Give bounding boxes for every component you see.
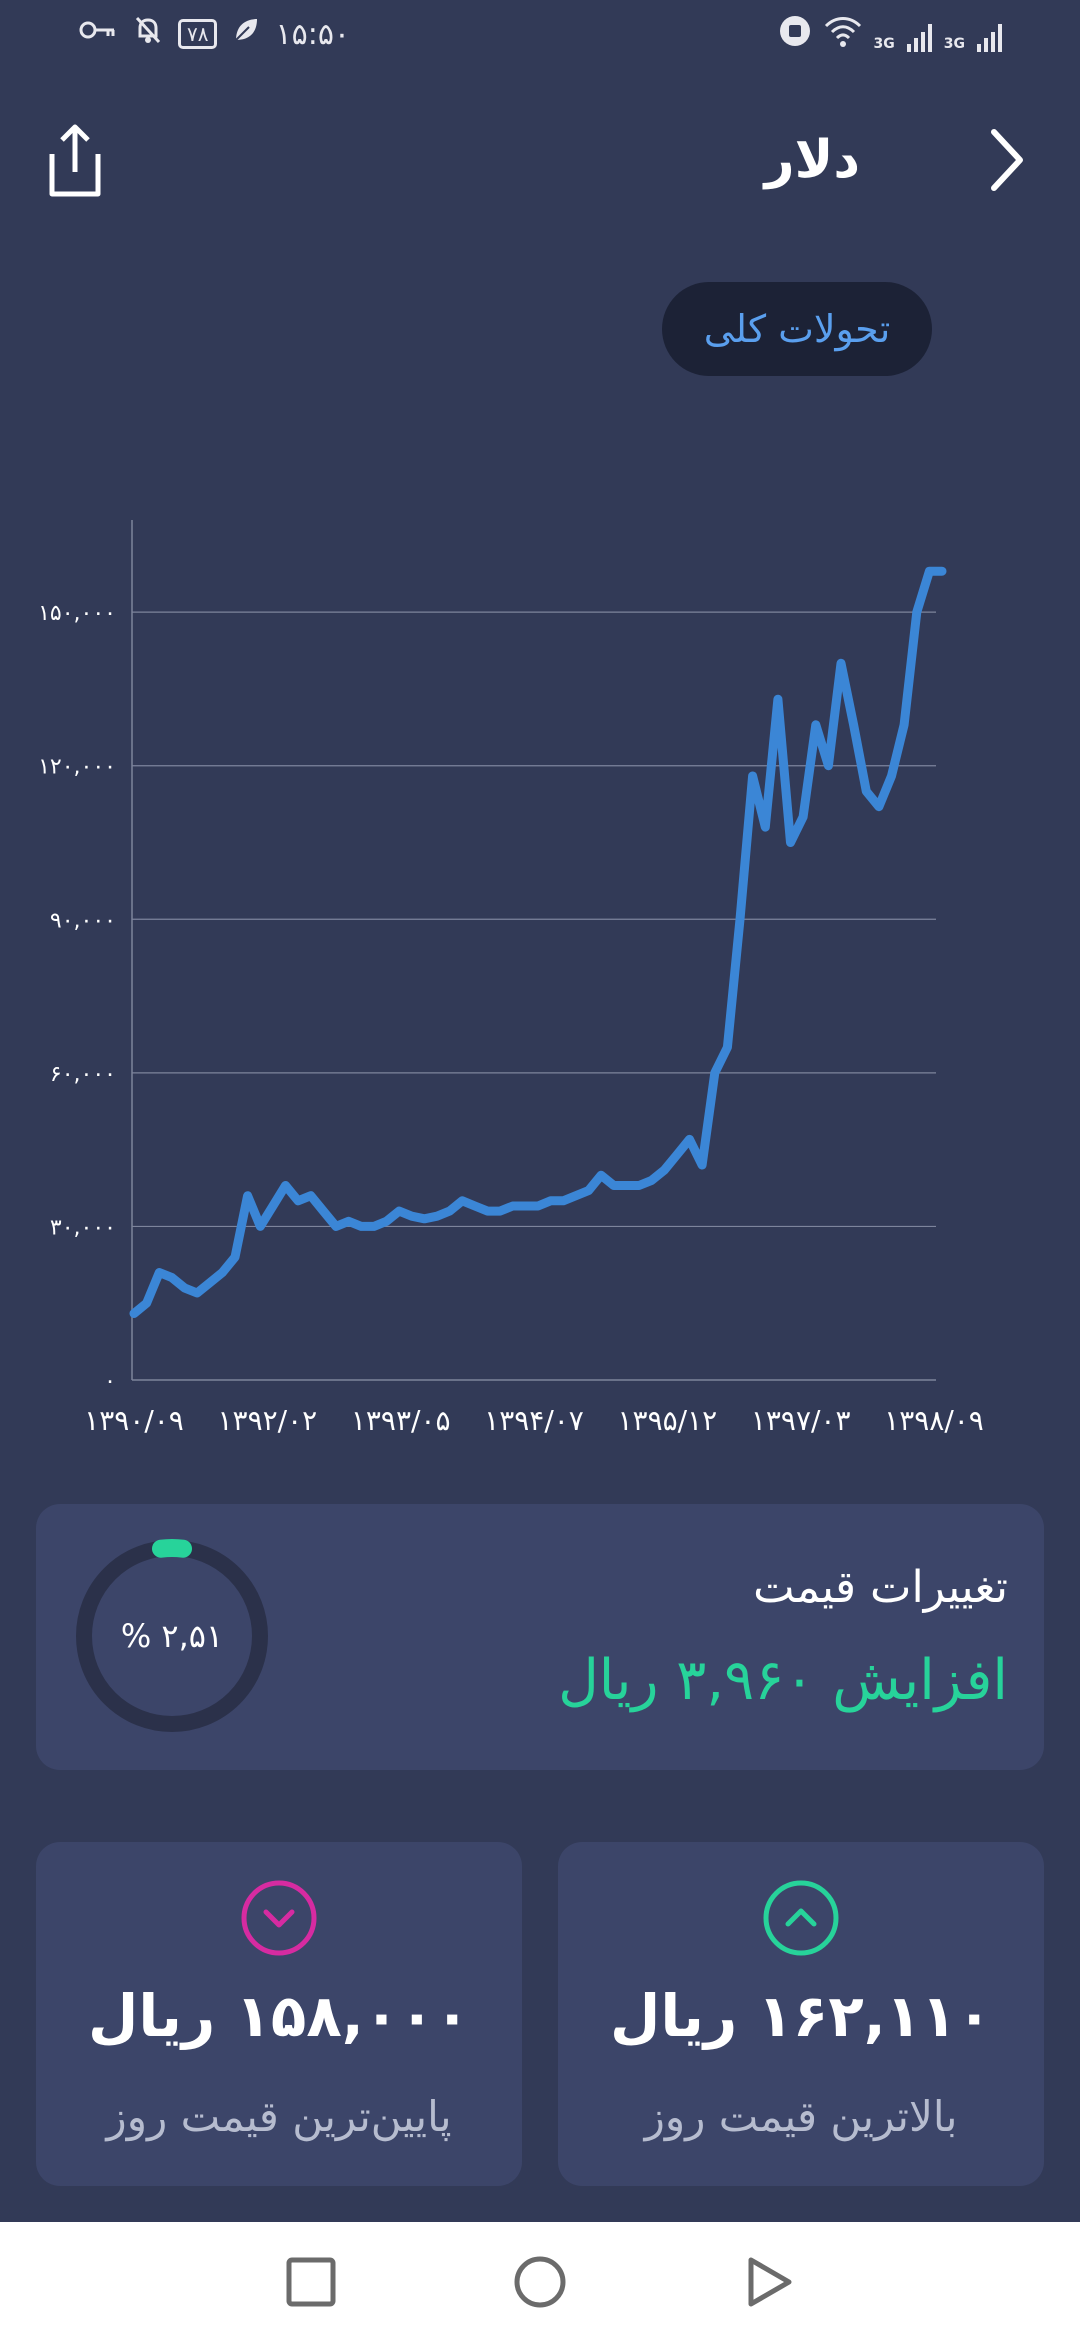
status-bar: ۱۵:۵۰ ۷۸ 3G 3G bbox=[0, 0, 1080, 72]
x-tick-label: ۱۳۹۷/۰۳ bbox=[751, 1404, 851, 1437]
day-high-card: ۱۶۲,۱۱۰ ریال بالاترین قیمت روز bbox=[558, 1842, 1044, 2186]
y-tick-label: ۰ bbox=[104, 1369, 116, 1394]
app-header: دلار bbox=[0, 110, 1080, 210]
x-tick-label: ۱۳۹۸/۰۹ bbox=[884, 1404, 984, 1437]
day-low-value: ۱۵۸,۰۰۰ ریال bbox=[88, 1982, 470, 2050]
status-right: 3G 3G bbox=[778, 14, 1002, 52]
x-tick-label: ۱۳۹۲/۰۲ bbox=[217, 1404, 317, 1437]
x-tick-label: ۱۳۹۵/۱۲ bbox=[617, 1404, 717, 1437]
wifi-icon bbox=[824, 16, 862, 52]
price-chart-svg: ۰ ۳۰,۰۰۰ ۶۰,۰۰۰ ۹۰,۰۰۰ ۱۲۰,۰۰۰ ۱۵۰,۰۰۰ ۱۳۹۰/۰۹… bbox=[38, 520, 984, 1437]
chevron-right-icon bbox=[991, 129, 1023, 191]
percent-ring bbox=[76, 1539, 268, 1732]
day-high-label: بالاترین قیمت روز bbox=[644, 2092, 958, 2141]
network-type-2: 3G bbox=[943, 36, 965, 52]
leaf-icon bbox=[231, 15, 261, 53]
y-tick-label: ۳۰,۰۰۰ bbox=[50, 1215, 116, 1240]
clock: ۱۵:۵۰ bbox=[275, 16, 351, 52]
chevron-up-circle-icon bbox=[763, 1880, 839, 1956]
signal-bars-icon bbox=[977, 22, 1002, 52]
back-button[interactable] bbox=[970, 122, 1040, 198]
share-button[interactable] bbox=[40, 120, 110, 200]
price-series-line bbox=[129, 566, 947, 1318]
x-tick-label: ۱۳۹۴/۰۷ bbox=[484, 1404, 584, 1437]
x-tick-label: ۱۳۹۳/۰۵ bbox=[351, 1404, 451, 1437]
back-triangle-icon[interactable] bbox=[741, 2254, 797, 2310]
share-icon bbox=[49, 124, 101, 197]
y-tick-label: ۱۲۰,۰۰۰ bbox=[38, 755, 116, 780]
system-nav-bar bbox=[0, 2222, 1080, 2340]
home-circle-icon[interactable] bbox=[512, 2254, 568, 2310]
screen-record-icon bbox=[778, 14, 812, 52]
day-high-value: ۱۶۲,۱۱۰ ریال bbox=[610, 1982, 992, 2050]
page-title: دلار bbox=[764, 130, 860, 190]
chevron-down-circle-icon bbox=[241, 1880, 317, 1956]
key-icon bbox=[78, 15, 118, 53]
price-change-card: ۲,۵۱ % تغییرات قیمت افزایش ۳,۹۶۰ ریال bbox=[36, 1504, 1044, 1770]
price-change-value: افزایش ۳,۹۶۰ ریال bbox=[558, 1648, 1008, 1713]
overall-changes-tab[interactable]: تحولات کلی bbox=[662, 282, 932, 376]
y-tick-label: ۹۰,۰۰۰ bbox=[50, 908, 116, 933]
x-tick-label: ۱۳۹۰/۰۹ bbox=[84, 1404, 184, 1437]
price-change-title: تغییرات قیمت bbox=[753, 1562, 1008, 1613]
y-tick-label: ۶۰,۰۰۰ bbox=[50, 1062, 116, 1087]
day-low-card: ۱۵۸,۰۰۰ ریال پایین‌ترین قیمت روز bbox=[36, 1842, 522, 2186]
mute-bell-icon bbox=[132, 14, 164, 54]
signal-bars-icon bbox=[906, 22, 932, 52]
day-low-label: پایین‌ترین قیمت روز bbox=[106, 2092, 452, 2141]
recents-square-icon[interactable] bbox=[283, 2254, 339, 2310]
y-tick-label: ۱۵۰,۰۰۰ bbox=[38, 601, 116, 626]
network-type-1: 3G bbox=[873, 36, 895, 52]
percent-label: ۲,۵۱ % bbox=[120, 1617, 224, 1655]
status-left: ۱۵:۵۰ ۷۸ bbox=[78, 14, 350, 54]
percent-ring-arc bbox=[151, 1539, 193, 1558]
price-chart: ۰ ۳۰,۰۰۰ ۶۰,۰۰۰ ۹۰,۰۰۰ ۱۲۰,۰۰۰ ۱۵۰,۰۰۰ ۱۳۹۰/۰۹… bbox=[0, 500, 1080, 1460]
battery-indicator: ۷۸ bbox=[178, 19, 218, 49]
